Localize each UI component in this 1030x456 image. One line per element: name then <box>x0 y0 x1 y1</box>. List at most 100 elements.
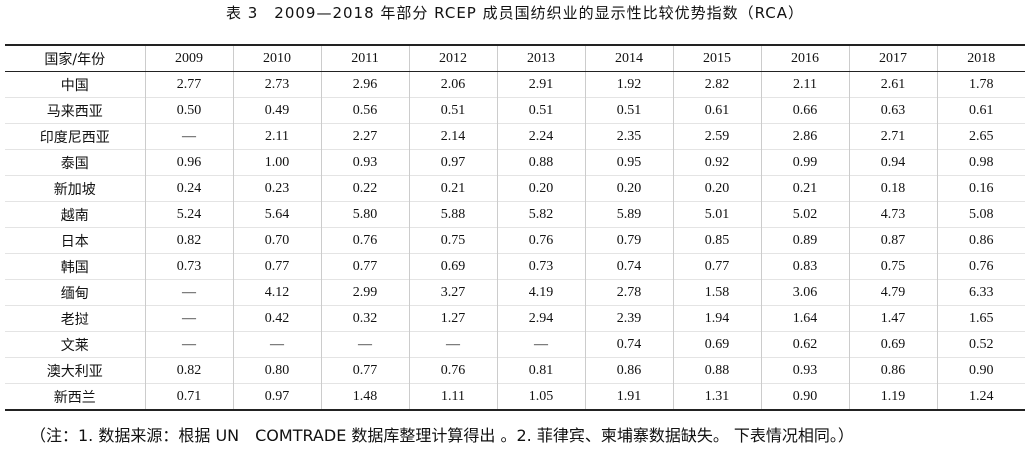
cell: 0.88 <box>672 357 761 384</box>
cell: 0.95 <box>584 149 673 176</box>
cell: 0.32 <box>320 305 409 332</box>
cell: 2.27 <box>320 123 409 150</box>
cell: 0.20 <box>584 175 673 202</box>
cell: 2018 <box>936 44 1025 72</box>
table-row: 老挝 —0.42 0.32 1.27 2.94 2.39 1.94 1.64 1.47 1.65 <box>5 305 1025 332</box>
table-row: 文莱 — — — — —0.74 0.69 0.62 0.69 0.52 <box>5 331 1025 358</box>
table-row: 印度尼西亚 —2.11 2.27 2.14 2.24 2.35 2.59 2.86 2.71 2.… <box>5 123 1025 150</box>
cell: — <box>144 279 233 306</box>
cell: 1.00 <box>232 149 321 176</box>
header-row: 国家/年份 2009 2010 2011 2012 2013 2014 2015 2016 201… <box>5 44 1025 72</box>
cell: 0.83 <box>760 253 849 280</box>
cell: 1.47 <box>848 305 937 332</box>
cell: 0.21 <box>760 175 849 202</box>
cell: 0.73 <box>144 253 233 280</box>
cell: 5.88 <box>408 201 497 228</box>
cell: 2016 <box>760 44 849 72</box>
cell: 0.81 <box>496 357 585 384</box>
cell: 5.02 <box>760 201 849 228</box>
cell: 1.58 <box>672 279 761 306</box>
cell: 0.87 <box>848 227 937 254</box>
cell: — <box>144 305 233 332</box>
cell: 0.80 <box>232 357 321 384</box>
cell: 0.86 <box>936 227 1025 254</box>
cell: 1.31 <box>672 383 761 410</box>
cell: 5.89 <box>584 201 673 228</box>
cell: 0.61 <box>936 97 1025 124</box>
cell: 2.99 <box>320 279 409 306</box>
cell: 2009 <box>144 44 233 72</box>
cell: 0.76 <box>408 357 497 384</box>
cell: 1.92 <box>584 71 673 98</box>
cell: 0.77 <box>672 253 761 280</box>
cell: 0.18 <box>848 175 937 202</box>
cell: 2011 <box>320 44 409 72</box>
cell: 2013 <box>496 44 585 72</box>
cell: 0.74 <box>584 331 673 358</box>
cell: 5.24 <box>144 201 233 228</box>
table-row: 澳大利亚 0.82 0.80 0.77 0.76 0.81 0.86 0.88 0.93 0.86… <box>5 357 1025 384</box>
cell: 4.12 <box>232 279 321 306</box>
cell: 0.71 <box>144 383 233 410</box>
cell: 0.63 <box>848 97 937 124</box>
cell: 0.85 <box>672 227 761 254</box>
row-label: 印度尼西亚 <box>5 123 145 150</box>
cell: 1.24 <box>936 383 1025 410</box>
cell: 0.96 <box>144 149 233 176</box>
cell: 2.73 <box>232 71 321 98</box>
table-title: 表 3 2009—2018 年部分 RCEP 成员国纺织业的显示性比较优势指数（… <box>225 4 805 22</box>
cell: 0.56 <box>320 97 409 124</box>
cell: 2015 <box>672 44 761 72</box>
cell: 0.76 <box>496 227 585 254</box>
row-label: 老挝 <box>5 305 145 332</box>
cell: — <box>144 331 233 358</box>
cell: 3.27 <box>408 279 497 306</box>
cell: 5.64 <box>232 201 321 228</box>
data-table: 国家/年份 2009 2010 2011 2012 2013 2014 2015 2016 201… <box>5 44 1025 411</box>
table-row: 新加坡 0.24 0.23 0.22 0.21 0.20 0.20 0.20 0.21 0.18 0… <box>5 175 1025 202</box>
cell: 0.61 <box>672 97 761 124</box>
cell: 2.35 <box>584 123 673 150</box>
row-label: 新加坡 <box>5 175 145 202</box>
row-label: 新西兰 <box>5 383 145 410</box>
cell: 0.75 <box>848 253 937 280</box>
cell: 0.51 <box>408 97 497 124</box>
cell: 1.65 <box>936 305 1025 332</box>
row-label: 缅甸 <box>5 279 145 306</box>
cell: 2.77 <box>144 71 233 98</box>
row-label: 中国 <box>5 71 145 98</box>
cell: 0.49 <box>232 97 321 124</box>
table-row: 泰国 0.96 1.00 0.93 0.97 0.88 0.95 0.92 0.99 0.94 0.… <box>5 149 1025 176</box>
cell: 0.82 <box>144 357 233 384</box>
cell: 0.77 <box>320 253 409 280</box>
cell: 0.74 <box>584 253 673 280</box>
cell: 0.51 <box>584 97 673 124</box>
cell: 0.99 <box>760 149 849 176</box>
cell: 0.98 <box>936 149 1025 176</box>
cell: 2.78 <box>584 279 673 306</box>
cell: — <box>320 331 409 358</box>
cell: 0.93 <box>760 357 849 384</box>
cell: 2.06 <box>408 71 497 98</box>
cell: 0.86 <box>584 357 673 384</box>
cell: 2.91 <box>496 71 585 98</box>
cell: 0.76 <box>936 253 1025 280</box>
cell: 0.82 <box>144 227 233 254</box>
cell: — <box>232 331 321 358</box>
cell: 5.80 <box>320 201 409 228</box>
table-row: 马来西亚 0.50 0.49 0.56 0.51 0.51 0.51 0.61 0.66 0.63… <box>5 97 1025 124</box>
cell: 2012 <box>408 44 497 72</box>
cell: 0.70 <box>232 227 321 254</box>
cell: 0.75 <box>408 227 497 254</box>
cell: 0.86 <box>848 357 937 384</box>
cell: 0.69 <box>408 253 497 280</box>
cell: 1.05 <box>496 383 585 410</box>
cell: 1.91 <box>584 383 673 410</box>
cell: 2.61 <box>848 71 937 98</box>
cell: 1.94 <box>672 305 761 332</box>
cell: — <box>496 331 585 358</box>
cell: 0.97 <box>232 383 321 410</box>
cell: 0.66 <box>760 97 849 124</box>
cell: 0.52 <box>936 331 1025 358</box>
